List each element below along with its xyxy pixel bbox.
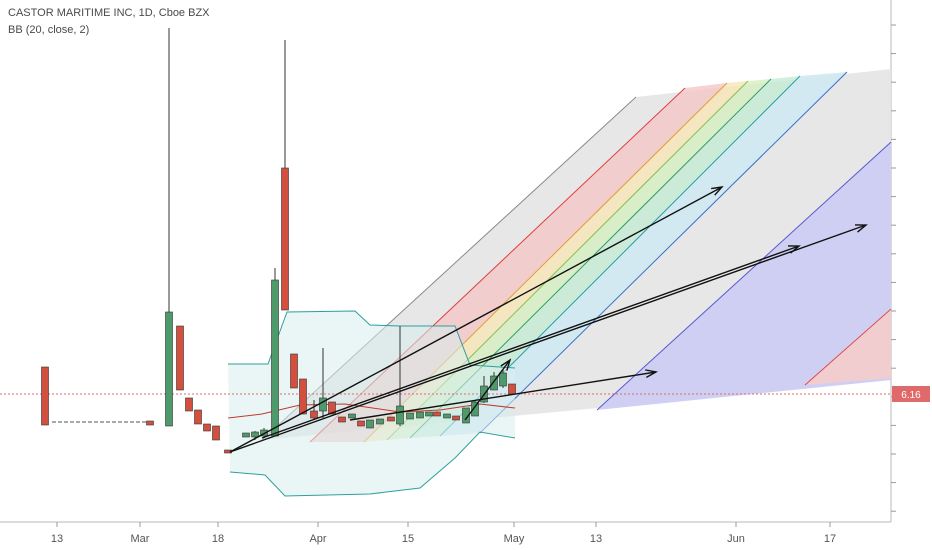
trend-arrow bbox=[229, 224, 867, 453]
candle-body bbox=[310, 410, 318, 419]
x-axis-tick-label: Apr bbox=[309, 533, 326, 545]
candle-body bbox=[281, 167, 289, 311]
candle-body bbox=[376, 418, 384, 425]
last-price-badge bbox=[892, 386, 930, 402]
bollinger-band-fill bbox=[228, 311, 515, 496]
x-axis-tick-label: Jun bbox=[727, 533, 745, 545]
fib-fan-line bbox=[804, 308, 892, 386]
trend-arrow bbox=[261, 245, 800, 439]
candle-body bbox=[433, 411, 441, 417]
candle-body bbox=[41, 366, 49, 426]
candle-body bbox=[203, 423, 211, 432]
candle-body bbox=[212, 425, 220, 441]
trend-arrowhead bbox=[787, 245, 801, 254]
candle-body bbox=[462, 407, 470, 424]
x-axis-tick-label: May bbox=[504, 533, 525, 545]
candle-body bbox=[471, 401, 479, 417]
chart-legend: CASTOR MARITIME INC, 1D, Cboe BZX BB (20… bbox=[8, 5, 210, 39]
x-axis-tick-label: Mar bbox=[131, 533, 150, 545]
x-axis-tick-label: 18 bbox=[212, 533, 224, 545]
candle-body bbox=[499, 372, 507, 387]
trend-arrowhead bbox=[500, 358, 512, 371]
candle-body bbox=[328, 401, 336, 415]
candle-body bbox=[387, 416, 395, 422]
trend-arrowhead bbox=[711, 186, 724, 196]
candle-body bbox=[290, 353, 298, 389]
x-axis-tick-label: 13 bbox=[590, 533, 602, 545]
trend-arrow bbox=[229, 186, 723, 453]
fib-fan-green-zone bbox=[410, 76, 800, 438]
candle-body bbox=[396, 405, 404, 425]
indicator-label: BB (20, close, 2) bbox=[8, 24, 90, 36]
candle-body bbox=[338, 416, 346, 423]
candle-body bbox=[366, 419, 374, 429]
candle-body bbox=[443, 413, 451, 419]
candle-body bbox=[165, 311, 173, 427]
fib-fan-light-green-zone bbox=[387, 79, 771, 440]
trend-arrow bbox=[464, 359, 511, 421]
x-axis-tick-label: 13 bbox=[51, 533, 63, 545]
x-axis-tick-label: 17 bbox=[824, 533, 836, 545]
candle-body bbox=[271, 279, 279, 437]
fib-fan-blue-zone bbox=[440, 72, 847, 436]
bollinger-lower-band bbox=[229, 431, 516, 497]
x-axis-tick-label: 15 bbox=[402, 533, 414, 545]
candle-body bbox=[146, 420, 154, 426]
candle-body bbox=[176, 325, 184, 391]
fib-fan-line bbox=[479, 71, 848, 434]
candle-body bbox=[242, 432, 250, 438]
candle-body bbox=[251, 431, 259, 438]
trend-arrowhead bbox=[645, 369, 659, 378]
candle-body bbox=[490, 375, 498, 391]
last-price-label: 6.16 bbox=[901, 390, 921, 401]
candle-body bbox=[425, 411, 433, 417]
fib-fan-line bbox=[596, 141, 892, 411]
candle-body bbox=[299, 378, 307, 415]
candle-body bbox=[194, 409, 202, 425]
candle-body bbox=[452, 415, 460, 421]
symbol-title: CASTOR MARITIME INC, 1D, Cboe BZX bbox=[8, 7, 210, 19]
candle-body bbox=[357, 420, 365, 427]
candle-body bbox=[406, 412, 414, 420]
candle-body bbox=[416, 411, 424, 419]
candle-body bbox=[185, 397, 193, 412]
trend-arrowhead bbox=[854, 224, 868, 233]
candle-body bbox=[348, 413, 356, 419]
trend-arrow bbox=[349, 371, 657, 421]
candle-body bbox=[508, 383, 516, 395]
